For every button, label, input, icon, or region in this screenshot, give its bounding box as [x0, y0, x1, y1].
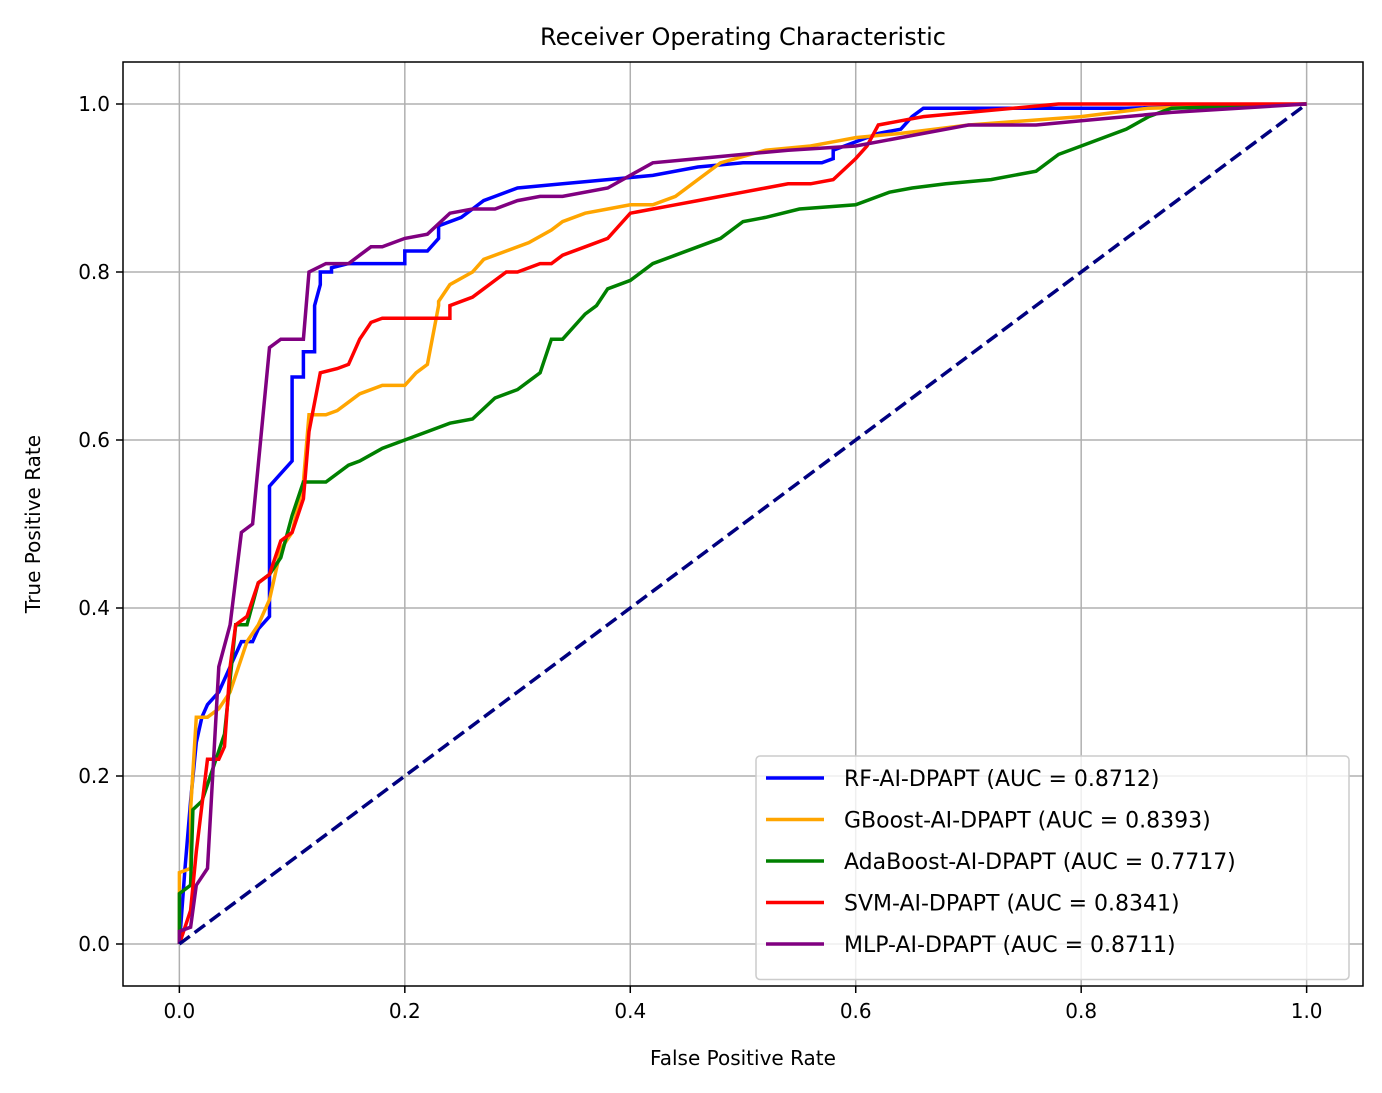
legend-label: MLP-AI-DPAPT (AUC = 0.8711) [844, 933, 1176, 958]
roc-series-line-1 [177, 102, 1307, 944]
y-tick-label: 0.6 [78, 428, 110, 452]
chart-title: Receiver Operating Characteristic [540, 23, 946, 51]
y-tick-label: 0.8 [78, 260, 110, 284]
x-tick-label: 0.8 [1065, 999, 1097, 1023]
y-tick-label: 1.0 [78, 92, 110, 116]
x-axis-title: False Positive Rate [650, 1046, 836, 1070]
roc-series-line-2 [177, 102, 1307, 944]
legend-label: RF-AI-DPAPT (AUC = 0.8712) [844, 767, 1160, 792]
y-tick-label: 0.0 [78, 932, 110, 956]
y-axis-title: True Positive Rate [21, 435, 45, 614]
x-tick-label: 0.4 [614, 999, 646, 1023]
y-tick-label: 0.2 [78, 764, 110, 788]
axes-frame [122, 61, 1364, 987]
legend: RF-AI-DPAPT (AUC = 0.8712) GBoost-AI-DPAP… [755, 755, 1350, 981]
roc-series-line-4 [177, 102, 1307, 944]
x-tick-label: 0.2 [389, 999, 421, 1023]
chance-diagonal-line [178, 102, 1308, 946]
legend-box [755, 755, 1350, 981]
legend-label: AdaBoost-AI-DPAPT (AUC = 0.7717) [844, 850, 1236, 875]
legend-label: SVM-AI-DPAPT (AUC = 0.8341) [844, 892, 1180, 917]
x-tick-label: 0.6 [840, 999, 872, 1023]
roc-series-line-0 [177, 102, 1307, 945]
axis-ticks: 0.0 0.2 0.4 0.6 0.8 1.0 0.0 0.2 0.4 0.6 0.8 1.0 [78, 92, 1322, 1023]
plot-area [177, 102, 1308, 946]
x-tick-label: 0.0 [163, 999, 195, 1023]
y-tick-label: 0.4 [78, 596, 110, 620]
grid-lines [123, 62, 1363, 986]
x-tick-label: 1.0 [1291, 999, 1323, 1023]
roc-series-line-3 [177, 102, 1307, 945]
legend-label: GBoost-AI-DPAPT (AUC = 0.8393) [844, 809, 1211, 834]
